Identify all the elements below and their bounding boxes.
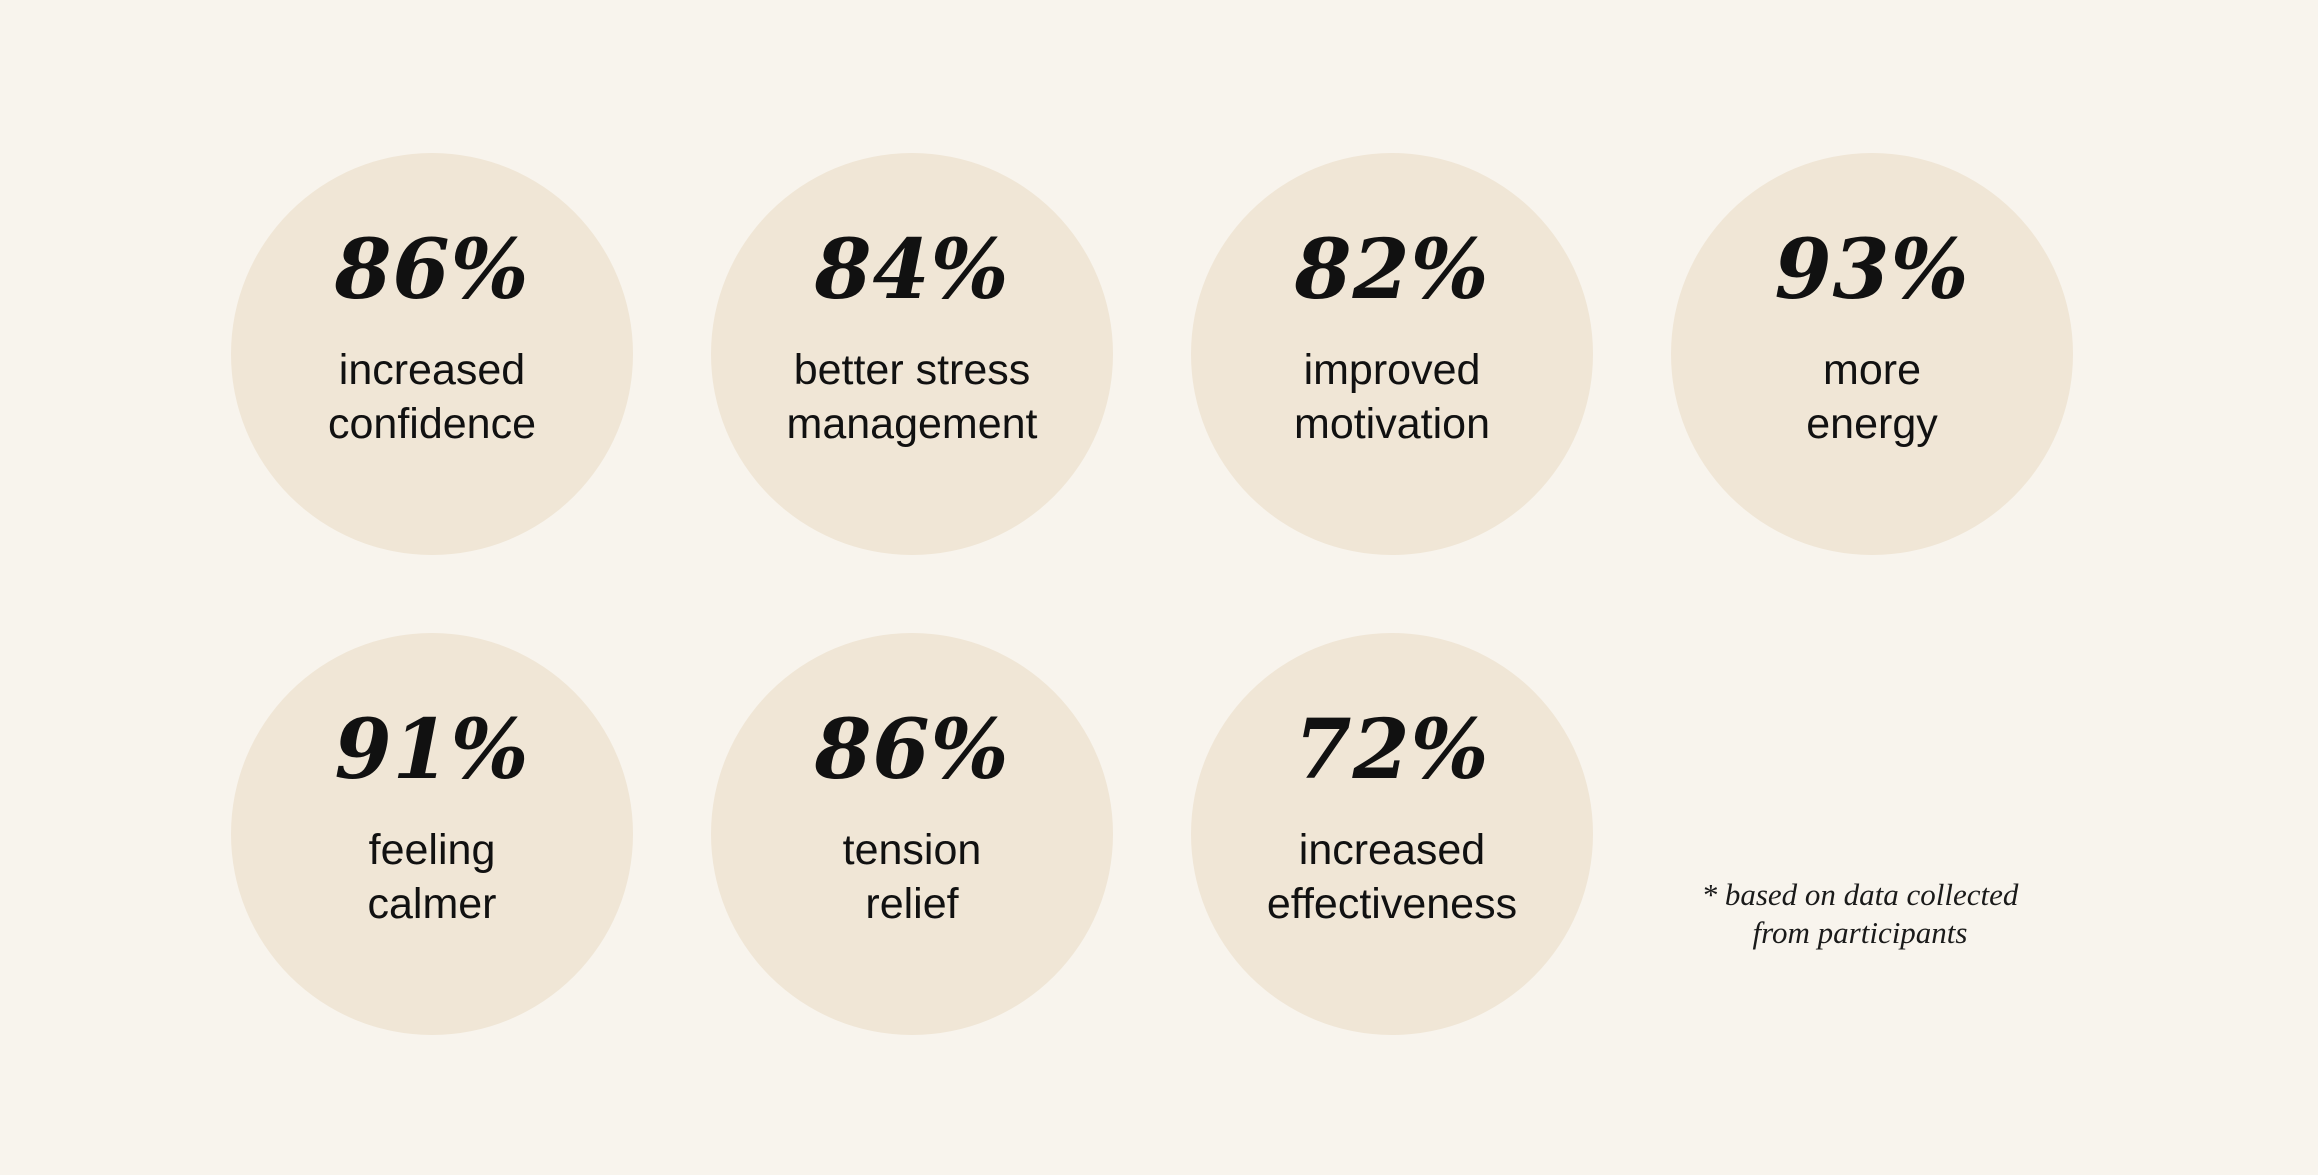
footnote: * based on data collected from participa… (1660, 876, 2060, 952)
stat-label: tension relief (711, 823, 1113, 931)
stat-card-tension-relief: 86% tension relief (711, 633, 1113, 1035)
stat-label-line: motivation (1294, 400, 1490, 448)
stat-value: 93% (1774, 222, 1970, 318)
stat-label: increased effectiveness (1191, 823, 1593, 931)
stat-card-more-energy: 93% more energy (1671, 153, 2073, 555)
stat-label-line: better stress (793, 346, 1031, 394)
stat-label: feeling calmer (231, 823, 633, 931)
stat-label-line: more (1823, 346, 1921, 394)
stat-value: 91% (334, 702, 530, 798)
footnote-line: from participants (1752, 915, 1968, 950)
stat-label-line: feeling (368, 826, 496, 874)
stat-label-line: management (786, 400, 1038, 448)
stat-label-line: confidence (328, 400, 536, 448)
stat-label-line: effectiveness (1266, 880, 1518, 928)
stat-label-line: energy (1806, 400, 1938, 448)
stat-value: 86% (814, 702, 1010, 798)
stat-card-increased-effectiveness: 72% increased effectiveness (1191, 633, 1593, 1035)
stat-label-line: increased (338, 346, 526, 394)
stat-label: better stress management (711, 343, 1113, 451)
stat-label: more energy (1671, 343, 2073, 451)
stat-value: 82% (1294, 222, 1490, 318)
stat-label-line: increased (1298, 826, 1486, 874)
stat-label-line: relief (865, 880, 959, 928)
stat-card-feeling-calmer: 91% feeling calmer (231, 633, 633, 1035)
stat-card-increased-confidence: 86% increased confidence (231, 153, 633, 555)
stat-label-line: calmer (367, 880, 497, 928)
stat-label-line: improved (1303, 346, 1481, 394)
stat-label: improved motivation (1191, 343, 1593, 451)
footnote-line: * based on data collected (1701, 877, 2019, 912)
stat-value: 86% (334, 222, 530, 318)
stat-value: 84% (814, 222, 1010, 318)
stat-value: 72% (1294, 702, 1490, 798)
stat-card-better-stress-management: 84% better stress management (711, 153, 1113, 555)
stat-label-line: tension (842, 826, 982, 874)
stat-card-improved-motivation: 82% improved motivation (1191, 153, 1593, 555)
stat-label: increased confidence (231, 343, 633, 451)
